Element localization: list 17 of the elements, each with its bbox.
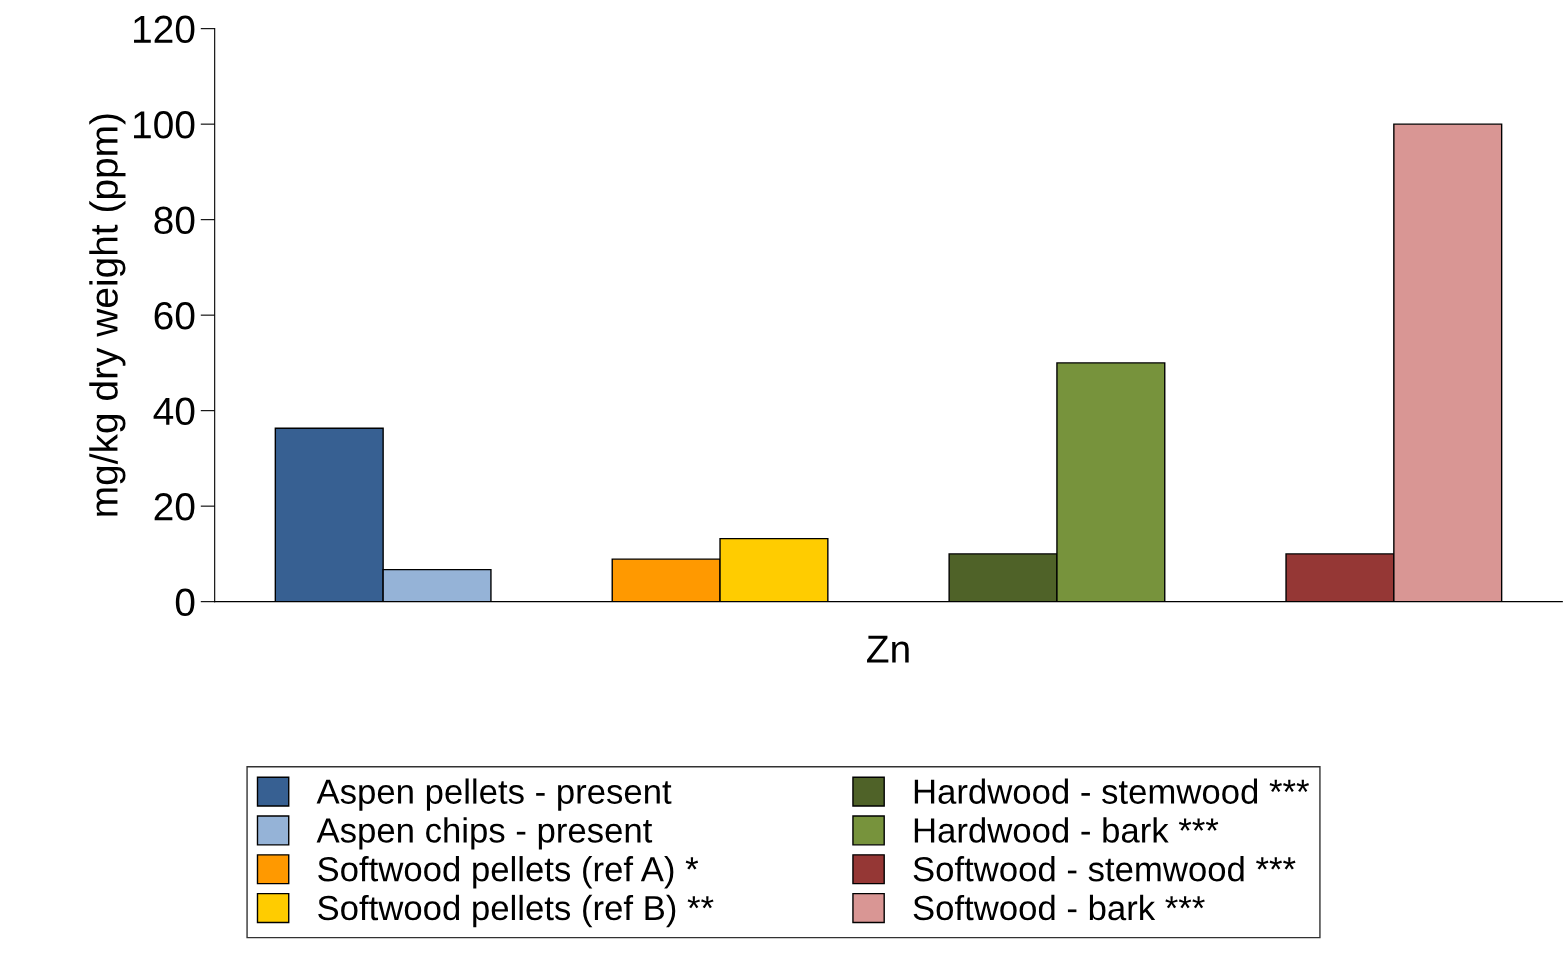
legend-label: Aspen chips - present <box>316 817 653 850</box>
y-tick-label: 40 <box>153 397 195 426</box>
legend-label: Softwood - stemwood *** <box>913 856 1296 882</box>
y-tick-label: 120 <box>134 15 195 44</box>
y-axis-title: mg/kg dry weight (ppm) <box>89 114 126 516</box>
y-tick-label: 80 <box>154 206 195 235</box>
y-tick-label: 100 <box>134 111 195 139</box>
y-tick-label: 0 <box>175 588 195 617</box>
legend-label: Aspen pellets - present <box>316 778 672 811</box>
legend-label: Softwood - bark *** <box>913 894 1205 921</box>
y-tick-label: 20 <box>154 493 195 521</box>
legend-label: Hardwood - bark *** <box>914 817 1219 843</box>
legend-label: Softwood pellets (ref B) ** <box>318 894 714 928</box>
legend-label: Hardwood - stemwood *** <box>914 778 1309 804</box>
y-tick-label: 60 <box>154 302 195 330</box>
x-axis-title: Zn <box>867 635 909 663</box>
legend-label: Softwood pellets (ref A) * <box>318 856 699 889</box>
